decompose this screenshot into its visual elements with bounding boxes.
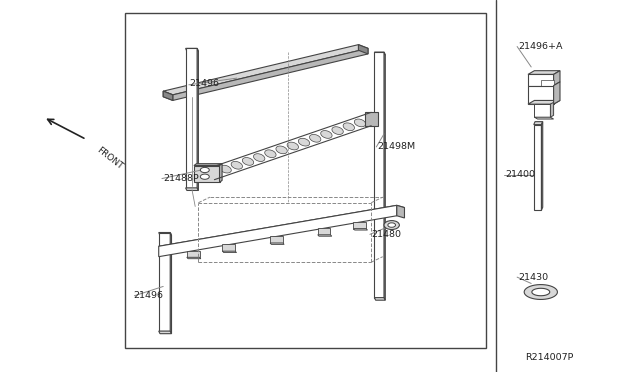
Polygon shape [159,331,172,334]
Polygon shape [374,52,384,298]
Polygon shape [541,80,554,86]
Polygon shape [534,122,543,125]
Polygon shape [358,45,368,54]
Polygon shape [343,123,355,131]
Polygon shape [159,205,397,257]
Polygon shape [270,243,284,244]
Polygon shape [534,117,554,119]
Polygon shape [365,112,378,126]
Polygon shape [554,82,560,104]
Polygon shape [223,251,237,253]
Polygon shape [541,122,543,210]
Circle shape [200,167,209,173]
Polygon shape [374,52,385,55]
Polygon shape [187,257,201,259]
Polygon shape [321,131,332,138]
Polygon shape [186,188,198,190]
Polygon shape [220,164,222,182]
Polygon shape [528,86,554,104]
Text: 21400: 21400 [506,170,536,179]
Polygon shape [534,104,550,117]
Text: 21498M: 21498M [378,142,416,151]
Polygon shape [397,205,404,218]
Polygon shape [265,150,276,158]
Polygon shape [524,285,557,299]
Polygon shape [353,228,367,230]
Circle shape [200,174,209,179]
Polygon shape [253,154,265,161]
Polygon shape [374,298,385,300]
Polygon shape [197,48,198,190]
Polygon shape [532,288,550,296]
Text: 21496: 21496 [189,79,219,88]
Polygon shape [298,138,310,146]
Text: FRONT: FRONT [95,145,124,171]
Polygon shape [231,161,243,169]
Polygon shape [384,52,385,300]
Text: R214007P: R214007P [525,353,573,362]
Polygon shape [528,74,554,86]
Polygon shape [287,142,298,150]
Polygon shape [159,232,172,235]
Polygon shape [243,158,253,165]
Polygon shape [528,100,560,104]
Polygon shape [173,48,368,100]
Polygon shape [554,71,560,86]
Polygon shape [163,91,173,100]
Circle shape [388,223,396,227]
Polygon shape [355,119,365,127]
Polygon shape [223,244,236,251]
Polygon shape [353,222,366,228]
Polygon shape [194,164,222,166]
Polygon shape [163,45,368,95]
Polygon shape [310,134,321,142]
Text: 21496: 21496 [133,291,163,300]
Polygon shape [276,146,287,154]
Polygon shape [186,48,198,51]
Polygon shape [194,166,220,182]
Polygon shape [332,127,343,135]
Polygon shape [534,125,541,210]
Polygon shape [317,228,330,235]
Polygon shape [550,102,554,117]
Polygon shape [365,115,377,123]
Polygon shape [159,232,170,331]
Polygon shape [317,235,332,236]
Polygon shape [187,251,200,257]
Polygon shape [220,165,231,173]
Polygon shape [208,166,221,180]
Text: 21496+A: 21496+A [518,42,563,51]
Polygon shape [163,91,173,100]
Polygon shape [159,205,404,248]
Text: 21430: 21430 [518,273,548,282]
Text: 21488P: 21488P [163,174,199,183]
Bar [125,13,486,348]
Polygon shape [186,48,197,188]
Polygon shape [528,71,560,74]
Polygon shape [170,232,172,334]
Text: 21480: 21480 [371,230,401,239]
Polygon shape [209,169,220,177]
Circle shape [384,221,399,230]
Polygon shape [270,236,283,243]
